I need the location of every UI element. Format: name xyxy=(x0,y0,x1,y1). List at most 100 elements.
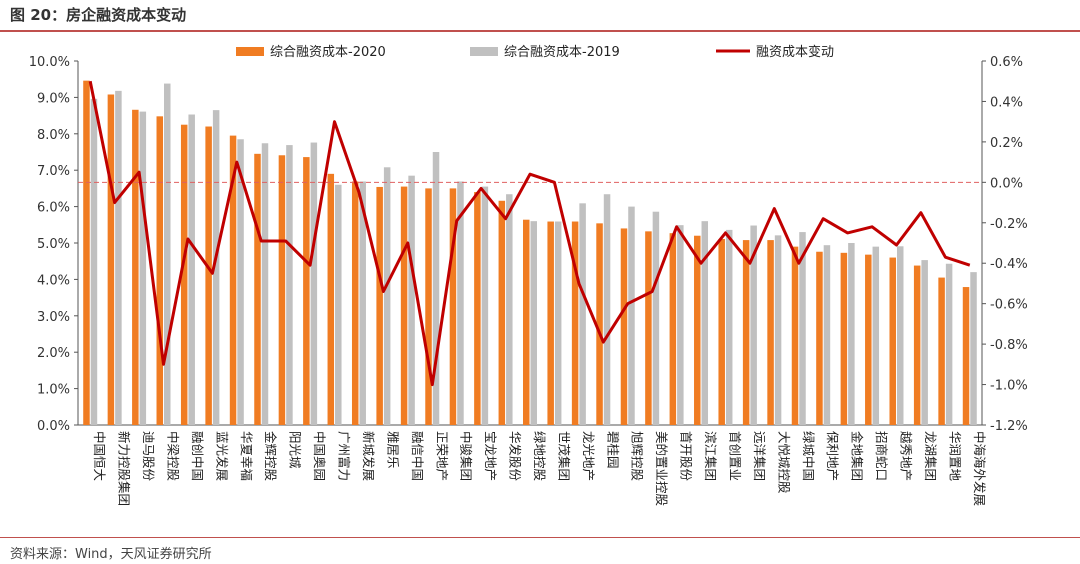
bar-2019 xyxy=(237,139,244,425)
bar-2019 xyxy=(701,221,709,425)
category-label: 世茂集团 xyxy=(556,431,571,481)
bar-2019 xyxy=(750,225,757,425)
bar-2019 xyxy=(212,110,220,425)
bar-2019 xyxy=(310,142,318,425)
category-label: 绿地控股 xyxy=(532,431,547,482)
bar-2020 xyxy=(400,186,408,425)
right-tick-label: -0.4% xyxy=(990,257,1028,272)
figure-title: 图 20：房企融资成本变动 xyxy=(10,6,187,24)
category-label: 金辉控股 xyxy=(263,431,278,482)
source-note: 资料来源：Wind，天风证券研究所 xyxy=(10,547,212,562)
bar-2020 xyxy=(938,277,945,425)
left-tick-label: 6.0% xyxy=(37,201,70,216)
bar-2020 xyxy=(351,181,359,425)
bar-2020 xyxy=(327,173,335,425)
bar-2019 xyxy=(481,186,489,425)
bar-2019 xyxy=(188,114,195,426)
bar-2019 xyxy=(799,232,806,425)
bar-2020 xyxy=(596,223,603,425)
category-label: 中梁控股 xyxy=(166,431,181,482)
category-label: 中国奥园 xyxy=(312,431,327,481)
bar-2020 xyxy=(303,157,310,425)
category-label: 美的置业控股 xyxy=(654,431,669,507)
bar-2019 xyxy=(115,90,122,426)
category-label: 中骏集团 xyxy=(459,431,474,481)
bar-2020 xyxy=(498,200,506,425)
bar-2020 xyxy=(913,265,921,425)
bar-2020 xyxy=(474,192,481,425)
bar-2019 xyxy=(872,246,880,425)
legend-swatch xyxy=(470,47,498,56)
bar-2020 xyxy=(229,135,237,425)
bar-2020 xyxy=(180,124,188,425)
change-line-group xyxy=(88,80,971,387)
bar-2020 xyxy=(132,109,139,425)
bar-2019 xyxy=(432,152,440,425)
category-label: 迪马股份 xyxy=(141,431,156,482)
bar-2020 xyxy=(620,228,628,425)
left-tick-label: 7.0% xyxy=(37,164,70,179)
left-tick-label: 2.0% xyxy=(37,346,70,361)
bar-2020 xyxy=(449,188,457,425)
right-tick-label: -1.2% xyxy=(990,419,1028,434)
bar-2020 xyxy=(865,254,872,425)
bar-2019 xyxy=(530,221,537,425)
right-tick-label: -0.2% xyxy=(990,217,1028,232)
category-label: 中海海外发展 xyxy=(972,431,987,506)
category-label: 蓝光发展 xyxy=(214,431,229,481)
bar-2020 xyxy=(278,155,286,425)
bar-2020 xyxy=(742,240,750,425)
bar-2020 xyxy=(694,235,701,425)
bar-2020 xyxy=(889,257,896,425)
bar-2020 xyxy=(107,94,115,425)
bar-2019 xyxy=(848,243,855,425)
category-label: 中国恒大 xyxy=(92,431,107,481)
bar-2020 xyxy=(816,251,823,425)
category-label: 招商蛇口 xyxy=(874,431,889,481)
category-label: 龙湖集团 xyxy=(923,431,938,481)
legend-label: 综合融资成本-2020 xyxy=(270,45,386,60)
bar-2020 xyxy=(840,252,848,425)
change-line xyxy=(88,80,971,387)
bar-2019 xyxy=(823,245,831,425)
category-label: 首开股份 xyxy=(679,431,694,482)
bar-2019 xyxy=(945,263,953,425)
category-label: 融创中国 xyxy=(190,431,205,481)
category-label: 绿城中国 xyxy=(801,431,816,481)
category-label: 越秀地产 xyxy=(898,431,913,481)
category-label: 龙光地产 xyxy=(581,431,596,481)
combo-chart: 综合融资成本-2020 综合融资成本-2019 融资成本变动 0.0% 1.0% 2.0… xyxy=(29,44,1028,507)
right-tick-label: 0.6% xyxy=(990,55,1023,70)
bar-2019 xyxy=(457,181,464,425)
right-tick-label: 0.4% xyxy=(990,95,1023,110)
category-label: 大悦城控股 xyxy=(776,431,791,494)
bar-2020 xyxy=(523,219,530,425)
category-label: 融信中国 xyxy=(410,431,425,481)
bar-2019 xyxy=(139,111,147,425)
right-tick-label: -0.6% xyxy=(990,298,1028,313)
legend-label: 综合融资成本-2019 xyxy=(504,45,620,60)
category-label: 保利地产 xyxy=(825,431,840,481)
bars-group xyxy=(83,80,977,426)
right-tick-label: -0.8% xyxy=(990,338,1028,353)
category-label: 新力控股集团 xyxy=(117,431,132,506)
bar-2019 xyxy=(408,175,415,425)
category-label: 旭辉控股 xyxy=(630,431,645,482)
bar-2019 xyxy=(554,221,562,425)
bar-2019 xyxy=(677,225,684,425)
right-axis: -1.2% -1.0% -0.8% -0.6% -0.4% -0.2% 0.0% 0.2% 0.… xyxy=(981,55,1028,434)
left-tick-label: 8.0% xyxy=(37,128,70,143)
category-labels: 中国恒大 新力控股集团 迪马股份 中梁控股 融创中国 蓝光发展 华夏幸福 金辉控股 阳光城 中国奥… xyxy=(92,431,987,507)
bar-2019 xyxy=(506,194,513,425)
category-label: 雅居乐 xyxy=(385,431,400,469)
category-label: 滨江集团 xyxy=(703,431,718,481)
bar-2020 xyxy=(718,238,725,425)
bar-2020 xyxy=(156,116,164,425)
bar-2019 xyxy=(359,181,366,425)
bar-2020 xyxy=(669,233,677,425)
legend-label: 融资成本变动 xyxy=(756,44,834,60)
category-label: 阳光城 xyxy=(288,431,303,469)
category-label: 碧桂园 xyxy=(605,431,620,469)
left-tick-label: 5.0% xyxy=(37,237,70,252)
left-axis: 0.0% 1.0% 2.0% 3.0% 4.0% 5.0% 6.0% 7.0% 8.0% 9.0%… xyxy=(29,55,982,434)
